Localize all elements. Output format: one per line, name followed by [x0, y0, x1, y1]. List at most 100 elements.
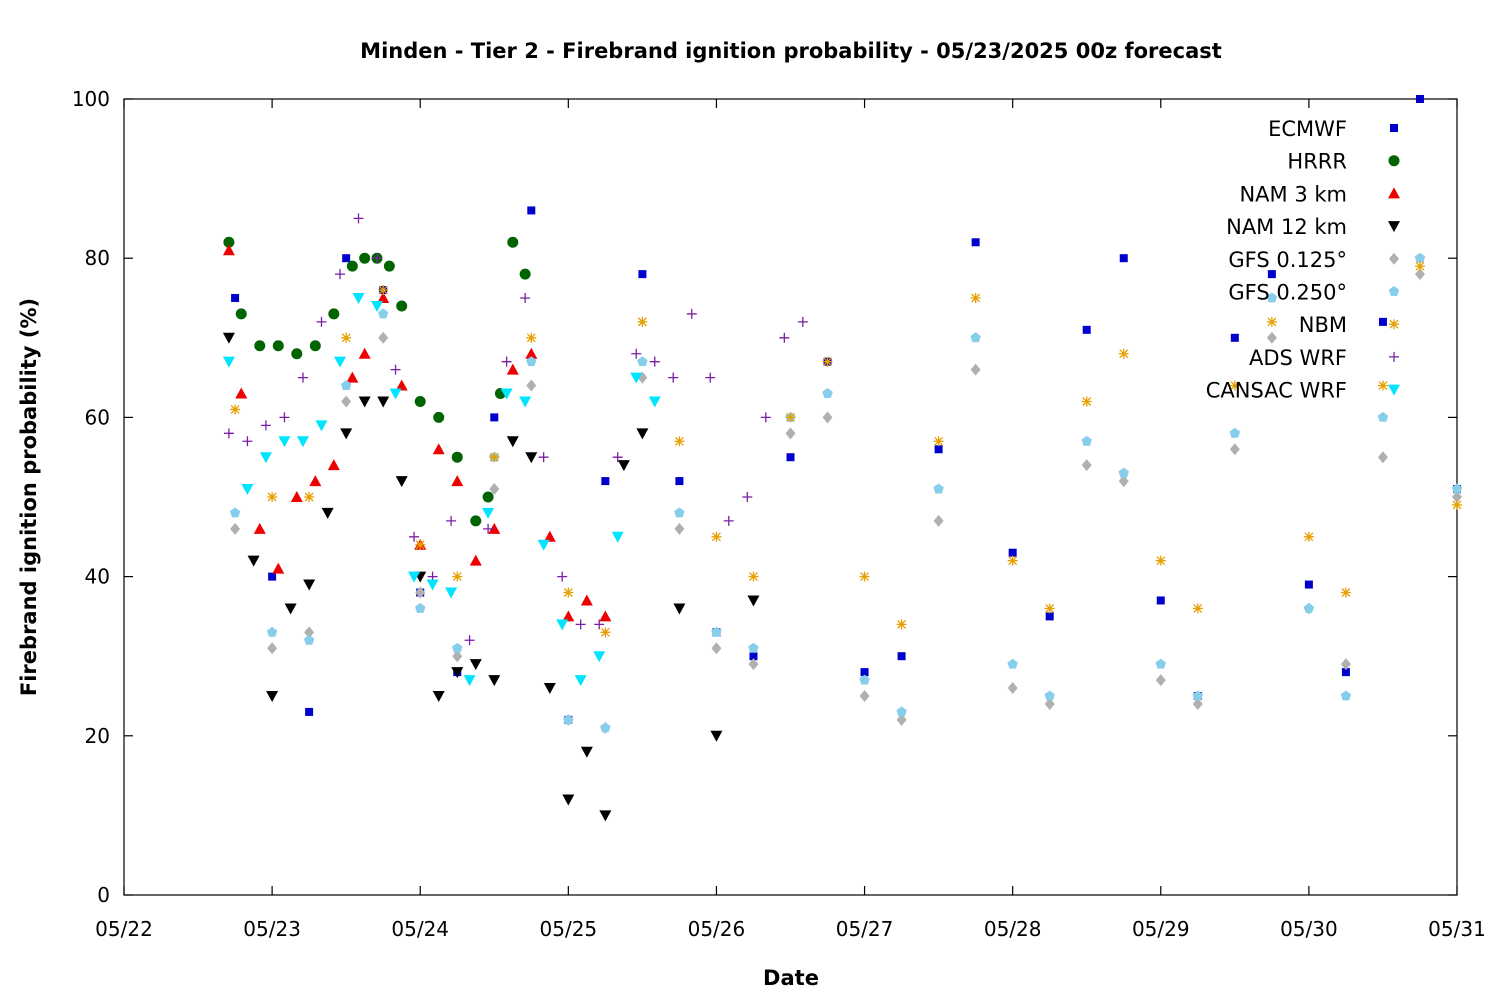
data-point [304, 626, 315, 639]
data-point [395, 379, 408, 391]
legend-marker [1388, 286, 1400, 296]
x-tick-label: 05/31 [1428, 917, 1486, 941]
data-point [519, 268, 531, 280]
data-point [1451, 483, 1463, 494]
legend-label: HRRR [1287, 150, 1347, 174]
data-point [575, 619, 586, 630]
data-point [860, 668, 869, 677]
data-point [563, 587, 574, 598]
data-point [489, 452, 500, 463]
data-point [611, 531, 624, 543]
data-point [785, 427, 796, 440]
data-point [1229, 427, 1241, 438]
data-point [426, 579, 439, 591]
data-point [315, 420, 328, 432]
data-point [1377, 451, 1388, 464]
data-point [1340, 658, 1351, 671]
data-point [562, 610, 575, 622]
data-point [933, 436, 944, 447]
series-2 [222, 244, 612, 622]
data-point [934, 445, 943, 454]
data-point [563, 714, 574, 725]
data-point [483, 523, 494, 534]
data-point [1415, 95, 1424, 103]
data-point [1118, 475, 1129, 488]
data-point [235, 308, 247, 320]
data-point [1414, 268, 1425, 281]
data-point [859, 674, 870, 685]
legend-marker [1388, 221, 1400, 233]
series-7 [223, 213, 808, 646]
data-point [970, 363, 981, 376]
data-point [342, 254, 351, 263]
data-point [229, 507, 241, 518]
data-point [506, 363, 519, 375]
data-point [1340, 587, 1351, 598]
y-tick-label: 80 [85, 246, 110, 270]
data-point [231, 294, 240, 302]
series-1 [223, 236, 531, 527]
data-point [599, 810, 612, 822]
series-8 [222, 293, 661, 687]
data-point [723, 515, 734, 526]
data-point [446, 515, 457, 526]
data-point [482, 491, 494, 503]
data-point [711, 626, 722, 637]
data-point [896, 619, 907, 630]
y-tick-label: 0 [97, 883, 110, 907]
data-point [580, 746, 593, 758]
data-point [525, 452, 538, 464]
data-point [631, 348, 642, 359]
data-point [526, 332, 537, 343]
legend-label: ECMWF [1268, 117, 1347, 141]
data-point [340, 380, 352, 390]
x-tick-label: 05/30 [1280, 917, 1338, 941]
data-point [896, 706, 907, 717]
data-point [1045, 612, 1054, 621]
data-point [359, 252, 371, 264]
data-point [507, 236, 519, 248]
legend-label: GFS 0.250° [1228, 281, 1347, 305]
data-point [822, 356, 833, 367]
data-point [594, 619, 605, 630]
data-point [346, 371, 359, 383]
data-point [242, 436, 253, 447]
legend-marker [1389, 351, 1399, 362]
data-point [897, 652, 906, 661]
legend-label: GFS 0.125° [1228, 248, 1347, 272]
data-point [415, 586, 426, 599]
legend-marker [1390, 124, 1398, 132]
data-point [673, 603, 686, 615]
data-point [254, 340, 266, 352]
data-point [630, 372, 643, 384]
data-point [1081, 435, 1092, 446]
data-point [304, 492, 315, 502]
x-axis: 05/22 05/23 05/24 05/25 05/26 05/27 05/28 05/29… [95, 99, 1486, 941]
data-point [272, 562, 285, 574]
data-point [303, 579, 316, 591]
data-point [747, 595, 760, 607]
data-point [1192, 690, 1203, 701]
data-point [378, 331, 389, 344]
data-point [1340, 690, 1352, 701]
data-point [1044, 690, 1055, 701]
data-point [1303, 531, 1314, 542]
data-point [415, 602, 426, 613]
data-point [1267, 270, 1276, 279]
data-point [543, 530, 556, 542]
data-point [490, 413, 499, 422]
data-point [266, 626, 278, 637]
data-point [469, 659, 482, 671]
data-point [1377, 380, 1388, 391]
data-point [309, 340, 321, 352]
data-point [896, 713, 907, 726]
x-tick-label: 05/25 [540, 917, 598, 941]
y-axis: 0 20 40 60 80 100 [72, 87, 1457, 907]
data-point [489, 483, 500, 496]
data-point [1303, 602, 1315, 613]
x-tick-label: 05/29 [1132, 917, 1190, 941]
data-point [1082, 325, 1091, 334]
data-point [235, 387, 248, 399]
legend-label: CANSAC WRF [1206, 379, 1347, 403]
data-point [527, 206, 536, 215]
